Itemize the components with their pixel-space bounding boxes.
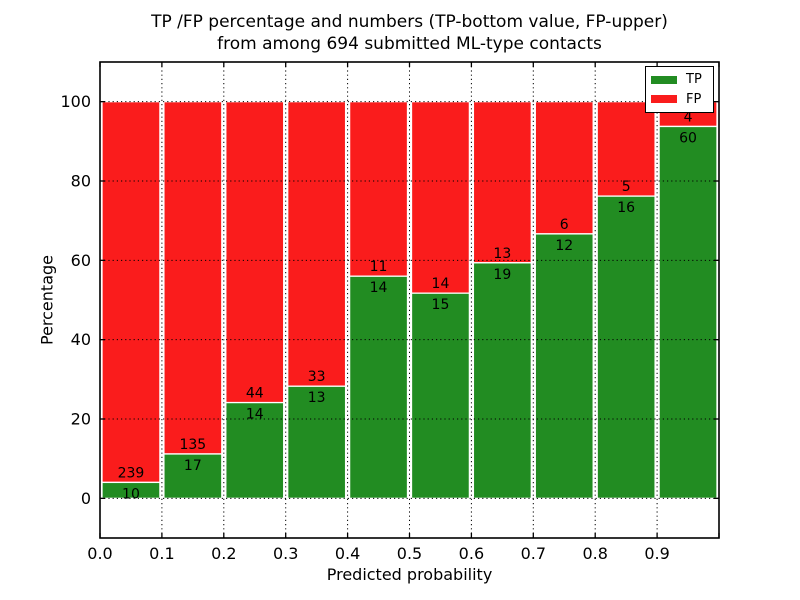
y-axis-label: Percentage — [37, 254, 57, 346]
fp-count-label: 239 — [118, 465, 145, 481]
fp-count-label: 13 — [493, 246, 511, 262]
legend-box: TP FP — [645, 66, 714, 113]
y-tick-label: 20 — [71, 410, 91, 429]
fp-count-label: 135 — [179, 437, 206, 453]
tp-bar-segment — [348, 275, 409, 499]
fp-count-label: 6 — [560, 217, 569, 233]
tp-count-label: 13 — [308, 390, 326, 406]
tp-bar-segment — [163, 453, 223, 499]
x-tick-label: 0.9 — [644, 544, 669, 563]
x-tick-label: 0.0 — [87, 544, 112, 563]
tp-count-label: 60 — [679, 130, 697, 146]
legend-item-tp: TP — [651, 73, 708, 86]
tp-count-label: 12 — [555, 238, 573, 254]
tp-count-label: 16 — [617, 200, 635, 216]
fp-count-label: 44 — [246, 386, 264, 402]
x-tick-label: 0.4 — [335, 544, 360, 563]
x-axis-label: Predicted probability — [326, 565, 493, 584]
tp-count-label: 14 — [370, 280, 388, 296]
tp-color-swatch — [651, 75, 677, 84]
tp-count-label: 19 — [493, 267, 511, 283]
x-tick-label: 0.5 — [397, 544, 422, 563]
tp-count-label: 17 — [184, 458, 202, 474]
legend-label-tp: TP — [686, 72, 702, 88]
fp-bar-segment — [101, 101, 161, 484]
fp-count-label: 4 — [684, 109, 693, 125]
x-tick-label: 0.2 — [211, 544, 236, 563]
fp-count-label: 33 — [308, 369, 326, 385]
fp-bar-segment — [472, 101, 532, 264]
legend-label-fp: FP — [686, 91, 702, 107]
tp-bar-segment — [410, 292, 471, 499]
fp-bar-segment — [534, 101, 594, 235]
fp-bar-segment — [348, 101, 409, 277]
y-tick-label: 0 — [81, 489, 91, 508]
x-tick-label: 0.6 — [459, 544, 484, 563]
tp-bar-segment — [596, 195, 656, 499]
fp-color-swatch — [651, 95, 677, 104]
x-tick-label: 0.8 — [582, 544, 607, 563]
tp-bar-segment — [534, 233, 594, 499]
fp-bar-segment — [410, 101, 471, 294]
legend-item-fp: FP — [651, 93, 708, 106]
fp-bar-segment — [596, 101, 656, 197]
y-tick-label: 60 — [71, 251, 91, 270]
y-tick-label: 100 — [60, 92, 91, 111]
tp-count-label: 14 — [246, 407, 264, 423]
tp-bar-segment — [472, 262, 532, 499]
tp-bar-segment — [287, 385, 347, 499]
tp-count-label: 10 — [122, 486, 140, 502]
x-tick-label: 0.3 — [273, 544, 298, 563]
fp-count-label: 11 — [370, 259, 388, 275]
axes-frame — [99, 61, 720, 539]
x-tick-label: 0.1 — [149, 544, 174, 563]
tp-bar-segment — [101, 481, 161, 499]
fp-count-label: 14 — [432, 276, 450, 292]
x-tick-label: 0.7 — [521, 544, 546, 563]
y-tick-label: 40 — [71, 330, 91, 349]
fp-count-label: 5 — [622, 179, 631, 195]
chart-title-line2: from among 694 submitted ML-type contact… — [217, 34, 602, 54]
fp-bar-segment — [225, 101, 285, 404]
chart-title-line1: TP /FP percentage and numbers (TP-bottom… — [151, 12, 668, 32]
tp-count-label: 15 — [432, 297, 450, 313]
tp-bar-segment — [658, 125, 718, 499]
y-tick-label: 80 — [71, 172, 91, 191]
fp-bar-segment — [163, 101, 223, 455]
fp-bar-segment — [287, 101, 347, 387]
